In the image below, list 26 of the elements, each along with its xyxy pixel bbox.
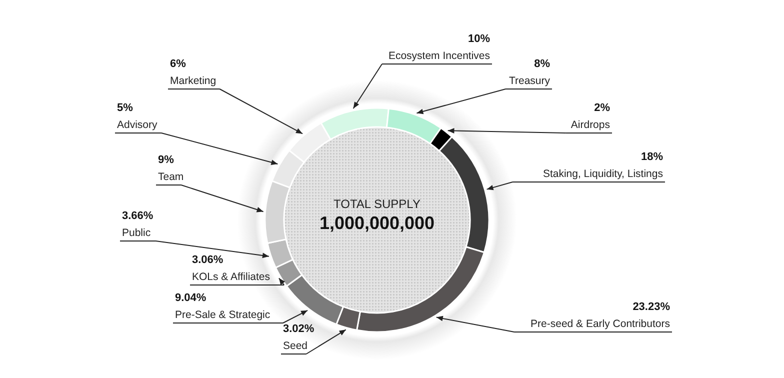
data-label: 18% bbox=[640, 151, 664, 163]
slice-label: Staking, Liquidity, Listings bbox=[542, 168, 663, 180]
text: TOTAL SUPPLY bbox=[334, 197, 420, 211]
slice-label: Ecosystem Incentives bbox=[388, 50, 490, 62]
data-label: 9% bbox=[158, 154, 174, 166]
slice-label: Seed bbox=[283, 340, 308, 352]
slice-label: Public bbox=[122, 227, 151, 239]
data-label: 9.04% bbox=[175, 292, 206, 304]
slice-label: Treasury bbox=[508, 75, 551, 87]
data-label: 2% bbox=[594, 102, 610, 114]
data-label: 10% bbox=[468, 33, 490, 45]
data-label: 8% bbox=[534, 58, 550, 70]
data-label: 23.23% bbox=[632, 301, 670, 313]
data-label: 3.02% bbox=[283, 323, 314, 335]
slice-label: Pre-Sale & Strategic bbox=[175, 309, 270, 321]
data-label: 3.06% bbox=[192, 254, 224, 266]
data-label: 3.66% bbox=[122, 210, 154, 222]
slice-label: KOLs & Affiliates bbox=[192, 271, 270, 283]
data-label: 5% bbox=[117, 102, 134, 114]
data-label: 6% bbox=[170, 58, 186, 70]
slice-label: Marketing bbox=[170, 75, 216, 87]
slice-label: Advisory bbox=[117, 119, 158, 131]
slice-label: Team bbox=[158, 171, 184, 183]
slice-label: Pre-seed & Early Contributors bbox=[530, 318, 670, 330]
text: 1,000,000,000 bbox=[319, 213, 435, 233]
slice-label: Airdrops bbox=[570, 119, 610, 131]
